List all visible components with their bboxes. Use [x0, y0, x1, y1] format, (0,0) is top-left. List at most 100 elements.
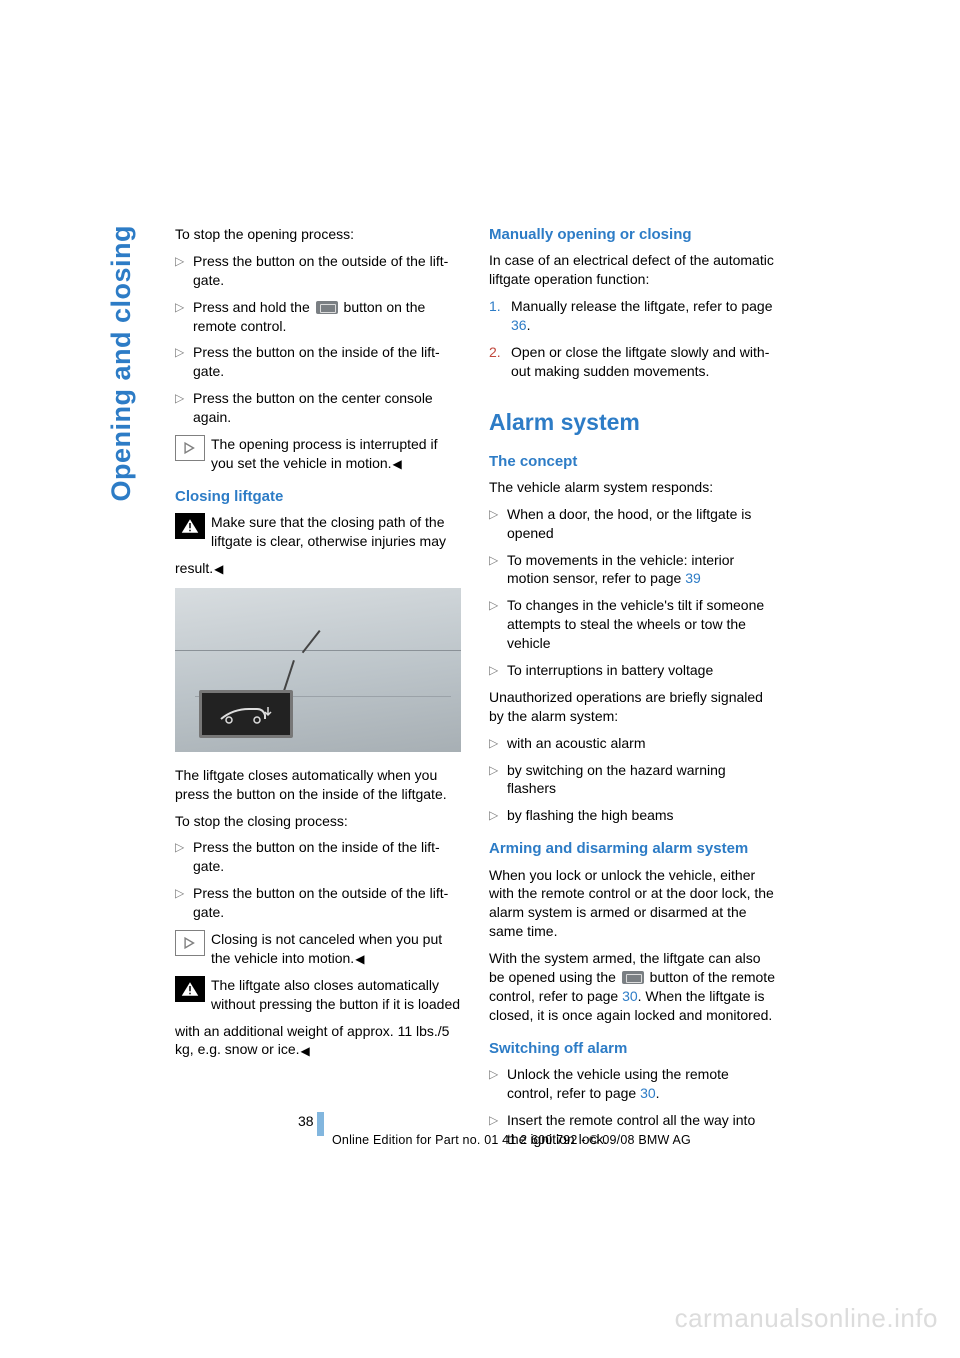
text-fragment: Closing is not canceled when you put the… — [211, 931, 442, 966]
info-note-icon — [175, 930, 205, 956]
bullet-list: ▷ When a door, the hood, or the liftgate… — [489, 505, 775, 680]
info-note-text: The opening process is interrupted if yo… — [211, 435, 461, 473]
list-item-text: by switching on the hazard warning flash… — [507, 761, 775, 799]
watermark-text: carmanualsonline.info — [675, 1301, 938, 1336]
body-text: Unauthorized operations are briefly sign… — [489, 688, 775, 726]
page-columns: To stop the opening process: ▷ Press the… — [175, 225, 775, 1156]
list-item-text: Press the button on the outside of the l… — [193, 252, 461, 290]
triangle-bullet-icon: ▷ — [489, 505, 507, 543]
body-text: The vehicle alarm system responds: — [489, 478, 775, 497]
body-text: In case of an electrical defect of the a… — [489, 251, 775, 289]
bullet-list: ▷ with an acoustic alarm▷ by switching o… — [489, 734, 775, 826]
page-number-box: 38 — [298, 1112, 324, 1136]
triangle-bullet-icon: ▷ — [175, 298, 193, 336]
info-note: Closing is not canceled when you put the… — [175, 930, 461, 968]
remote-button-icon — [622, 971, 644, 984]
list-item: 2. Open or close the liftgate slowly and… — [489, 343, 775, 381]
triangle-bullet-icon: ▷ — [175, 343, 193, 381]
list-item: ▷ Press the button on the center console… — [175, 389, 461, 427]
body-text: The liftgate closes automatically when y… — [175, 766, 461, 804]
list-item: ▷ Press the button on the inside of the … — [175, 838, 461, 876]
body-text: To stop the opening process: — [175, 225, 461, 244]
heading-the-concept: The concept — [489, 452, 775, 472]
triangle-bullet-icon: ▷ — [489, 734, 507, 753]
liftgate-button-graphic — [199, 690, 293, 738]
list-item-text: Open or close the liftgate slowly and wi… — [511, 343, 775, 381]
triangle-bullet-icon: ▷ — [489, 761, 507, 799]
triangle-bullet-icon: ▷ — [489, 661, 507, 680]
numbered-list: 1. Manually release the liftgate, refer … — [489, 297, 775, 381]
heading-alarm-system: Alarm system — [489, 407, 775, 438]
warning-note: The liftgate also closes automatically w… — [175, 976, 461, 1014]
list-item-text: by flashing the high beams — [507, 806, 775, 825]
end-mark-icon: ◀ — [301, 1043, 310, 1059]
list-item: ▷ Press the button on the outside of the… — [175, 884, 461, 922]
bullet-list: ▷ Press the button on the inside of the … — [175, 838, 461, 922]
page-number: 38 — [298, 1112, 314, 1131]
list-item-text: To changes in the vehicle's tilt if some… — [507, 596, 775, 653]
list-item-text: Press the button on the inside of the li… — [193, 343, 461, 381]
list-item-text: Unlock the vehicle using the remote cont… — [507, 1065, 775, 1103]
info-note-text: Closing is not canceled when you put the… — [211, 930, 461, 968]
step-number: 2. — [489, 343, 511, 381]
text-fragment: with an additional weight of approx. 11 … — [175, 1023, 449, 1058]
list-item-text: Press the button on the center console a… — [193, 389, 461, 427]
page-reference: 30 — [622, 988, 638, 1004]
text-fragment: The opening process is interrupted if yo… — [211, 436, 437, 471]
warning-note: Make sure that the closing path of the l… — [175, 513, 461, 551]
page-number-bar-icon — [317, 1112, 324, 1136]
list-item-text: Press the button on the inside of the li… — [193, 838, 461, 876]
list-item: ▷ with an acoustic alarm — [489, 734, 775, 753]
triangle-bullet-icon: ▷ — [175, 389, 193, 427]
footer-text: Online Edition for Part no. 01 41 2 600 … — [332, 1132, 691, 1149]
triangle-bullet-icon: ▷ — [489, 1065, 507, 1103]
warning-icon — [175, 513, 205, 539]
list-item-text: To interruptions in battery voltage — [507, 661, 775, 680]
list-item-text: with an acoustic alarm — [507, 734, 775, 753]
step-number: 1. — [489, 297, 511, 335]
body-text: with an additional weight of approx. 11 … — [175, 1022, 461, 1060]
text-fragment: result. — [175, 560, 213, 576]
list-item-text: When a door, the hood, or the liftgate i… — [507, 505, 775, 543]
triangle-bullet-icon: ▷ — [175, 884, 193, 922]
warning-icon — [175, 976, 205, 1002]
section-side-tab: Opening and closing — [103, 225, 139, 502]
triangle-bullet-icon: ▷ — [489, 806, 507, 825]
list-item: ▷ To movements in the vehicle: interior … — [489, 551, 775, 589]
triangle-bullet-icon: ▷ — [489, 596, 507, 653]
heading-switching-off-alarm: Switching off alarm — [489, 1039, 775, 1059]
info-note: The opening process is interrupted if yo… — [175, 435, 461, 473]
right-column: Manually opening or closing In case of a… — [489, 225, 775, 1156]
list-item: ▷ by switching on the hazard warning fla… — [489, 761, 775, 799]
body-text: result.◀ — [175, 559, 461, 578]
heading-arming-disarming: Arming and disarming alarm system — [489, 839, 775, 859]
list-item-text: Manually release the liftgate, refer to … — [511, 297, 775, 335]
page-reference: 36 — [511, 317, 527, 333]
page-reference: 39 — [685, 570, 701, 586]
body-text: To stop the closing process: — [175, 812, 461, 831]
list-item-text: Press and hold the button on the remote … — [193, 298, 461, 336]
warning-text: The liftgate also closes automatically w… — [211, 976, 461, 1014]
remote-button-icon — [316, 301, 338, 314]
warning-text: Make sure that the closing path of the l… — [211, 513, 461, 551]
bullet-list: ▷ Press the button on the outside of the… — [175, 252, 461, 427]
list-item: ▷ by flashing the high beams — [489, 806, 775, 825]
list-item: ▷ Unlock the vehicle using the remote co… — [489, 1065, 775, 1103]
triangle-bullet-icon: ▷ — [175, 252, 193, 290]
list-item: ▷ When a door, the hood, or the liftgate… — [489, 505, 775, 543]
heading-manual-open-close: Manually opening or closing — [489, 225, 775, 245]
liftgate-illustration — [175, 588, 461, 752]
list-item: ▷ To changes in the vehicle's tilt if so… — [489, 596, 775, 653]
list-item: ▷ Press and hold the button on the remot… — [175, 298, 461, 336]
list-item: ▷ To interruptions in battery voltage — [489, 661, 775, 680]
triangle-bullet-icon: ▷ — [489, 551, 507, 589]
end-mark-icon: ◀ — [393, 456, 402, 472]
left-column: To stop the opening process: ▷ Press the… — [175, 225, 461, 1156]
list-item: ▷ Press the button on the inside of the … — [175, 343, 461, 381]
info-note-icon — [175, 435, 205, 461]
body-text: With the system armed, the liftgate can … — [489, 949, 775, 1025]
page-reference: 30 — [640, 1085, 656, 1101]
triangle-bullet-icon: ▷ — [175, 838, 193, 876]
end-mark-icon: ◀ — [355, 951, 364, 967]
end-mark-icon: ◀ — [214, 561, 223, 577]
